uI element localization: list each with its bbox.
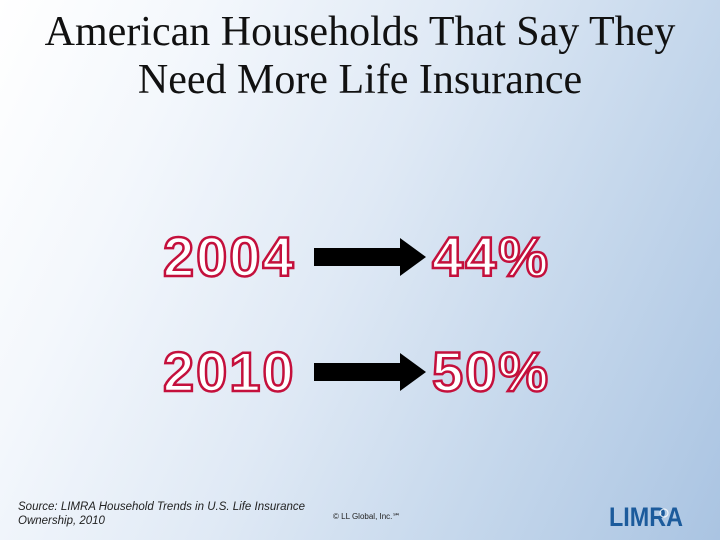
right-arrow-icon [314, 353, 426, 391]
year-label: 2004 [162, 224, 296, 290]
source-citation: Source: LIMRA Household Trends in U.S. L… [18, 500, 328, 528]
percent-label: 44% [431, 224, 551, 290]
right-arrow-icon [314, 238, 426, 276]
copyright-notice: © LL Global, Inc.℠ [333, 512, 401, 521]
title-line-1: American Households That Say They [44, 9, 676, 55]
stat-row-2010: 2010 50% [0, 337, 720, 407]
logo-wordmark: LIMRA [609, 502, 683, 530]
year-label: 2010 [162, 339, 296, 405]
source-line-2: Ownership, 2010 [18, 515, 105, 527]
limra-logo: LIMRA [609, 502, 683, 530]
slide-title: American Households That Say They Need M… [0, 8, 720, 104]
source-line-1: Source: LIMRA Household Trends in U.S. L… [18, 501, 306, 513]
title-line-2: Need More Life Insurance [137, 57, 583, 103]
percent-label: 50% [431, 339, 551, 405]
stat-row-2004: 2004 44% [0, 222, 720, 292]
